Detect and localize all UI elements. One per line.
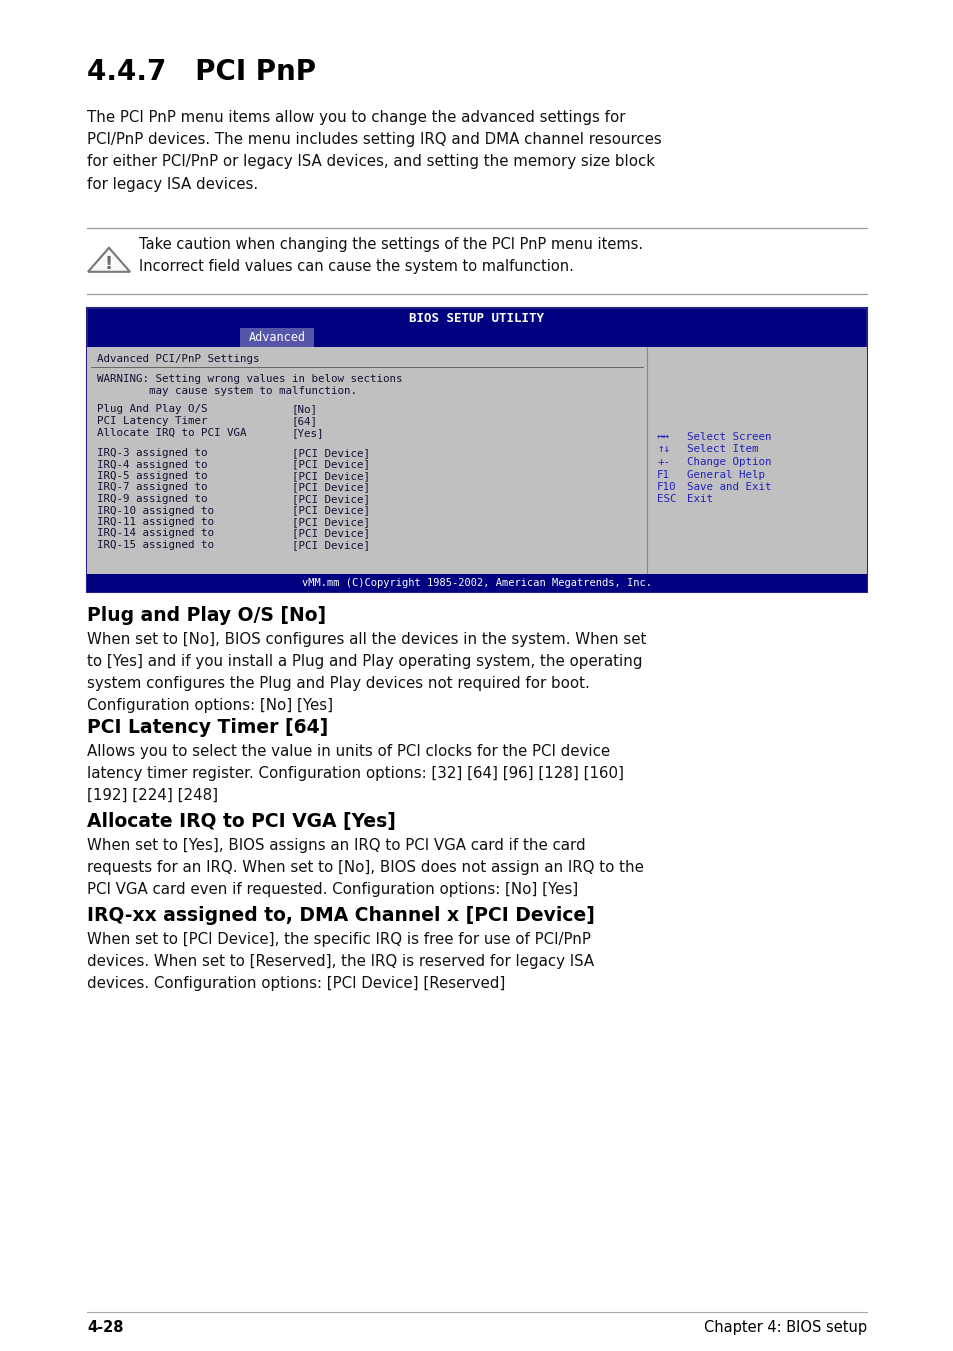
Polygon shape: [88, 247, 130, 272]
Text: Save and Exit: Save and Exit: [686, 482, 771, 492]
Bar: [87, 308, 866, 592]
Text: !: !: [105, 255, 113, 273]
Bar: [646, 347, 866, 574]
Text: General Help: General Help: [686, 470, 764, 480]
Text: [64]: [64]: [292, 416, 317, 426]
Text: Advanced PCI/PnP Settings: Advanced PCI/PnP Settings: [97, 354, 259, 363]
Text: [PCI Device]: [PCI Device]: [292, 505, 370, 516]
Text: [PCI Device]: [PCI Device]: [292, 459, 370, 470]
Text: When set to [Yes], BIOS assigns an IRQ to PCI VGA card if the card
requests for : When set to [Yes], BIOS assigns an IRQ t…: [87, 838, 643, 897]
Text: +-: +-: [657, 457, 669, 467]
Text: IRQ-14 assigned to: IRQ-14 assigned to: [97, 528, 213, 539]
Text: IRQ-xx assigned to, DMA Channel x [PCI Device]: IRQ-xx assigned to, DMA Channel x [PCI D…: [87, 907, 595, 925]
Text: IRQ-7 assigned to: IRQ-7 assigned to: [97, 482, 208, 493]
Text: [PCI Device]: [PCI Device]: [292, 528, 370, 539]
Text: [PCI Device]: [PCI Device]: [292, 517, 370, 527]
Text: IRQ-11 assigned to: IRQ-11 assigned to: [97, 517, 213, 527]
Text: F10: F10: [657, 482, 676, 492]
Text: Exit: Exit: [686, 494, 712, 504]
Text: PCI Latency Timer [64]: PCI Latency Timer [64]: [87, 717, 328, 738]
Bar: [87, 574, 866, 592]
Bar: [87, 347, 646, 574]
Text: ↔↔: ↔↔: [657, 432, 669, 442]
Text: [No]: [No]: [292, 404, 317, 413]
Text: IRQ-3 assigned to: IRQ-3 assigned to: [97, 449, 208, 458]
Text: IRQ-9 assigned to: IRQ-9 assigned to: [97, 494, 208, 504]
Text: [PCI Device]: [PCI Device]: [292, 482, 370, 493]
Text: When set to [PCI Device], the specific IRQ is free for use of PCI/PnP
devices. W: When set to [PCI Device], the specific I…: [87, 932, 594, 990]
Text: Change Option: Change Option: [686, 457, 771, 467]
Text: [PCI Device]: [PCI Device]: [292, 449, 370, 458]
Bar: [240, 328, 314, 347]
Text: Take caution when changing the settings of the PCI PnP menu items.
Incorrect fie: Take caution when changing the settings …: [139, 236, 642, 274]
Text: Chapter 4: BIOS setup: Chapter 4: BIOS setup: [703, 1320, 866, 1335]
Text: BIOS SETUP UTILITY: BIOS SETUP UTILITY: [409, 312, 544, 324]
Text: Select Screen: Select Screen: [686, 432, 771, 442]
Text: IRQ-5 assigned to: IRQ-5 assigned to: [97, 471, 208, 481]
Text: Allows you to select the value in units of PCI clocks for the PCI device
latency: Allows you to select the value in units …: [87, 744, 623, 802]
Text: Plug and Play O/S [No]: Plug and Play O/S [No]: [87, 607, 326, 626]
Text: ↑↓: ↑↓: [657, 444, 669, 454]
Text: Allocate IRQ to PCI VGA: Allocate IRQ to PCI VGA: [97, 428, 246, 438]
Text: F1: F1: [657, 470, 669, 480]
Text: Allocate IRQ to PCI VGA [Yes]: Allocate IRQ to PCI VGA [Yes]: [87, 812, 395, 831]
Text: [PCI Device]: [PCI Device]: [292, 540, 370, 550]
Text: PCI Latency Timer: PCI Latency Timer: [97, 416, 208, 426]
Text: Advanced: Advanced: [248, 331, 305, 345]
Text: IRQ-15 assigned to: IRQ-15 assigned to: [97, 540, 213, 550]
Text: [PCI Device]: [PCI Device]: [292, 494, 370, 504]
Text: IRQ-10 assigned to: IRQ-10 assigned to: [97, 505, 213, 516]
Text: WARNING: Setting wrong values in below sections: WARNING: Setting wrong values in below s…: [97, 374, 402, 384]
Text: IRQ-4 assigned to: IRQ-4 assigned to: [97, 459, 208, 470]
Text: may cause system to malfunction.: may cause system to malfunction.: [97, 386, 356, 396]
Text: 4-28: 4-28: [87, 1320, 123, 1335]
Text: vMM.mm (C)Copyright 1985-2002, American Megatrends, Inc.: vMM.mm (C)Copyright 1985-2002, American …: [302, 578, 651, 588]
Text: Plug And Play O/S: Plug And Play O/S: [97, 404, 208, 413]
Text: [PCI Device]: [PCI Device]: [292, 471, 370, 481]
Text: ESC: ESC: [657, 494, 676, 504]
Text: When set to [No], BIOS configures all the devices in the system. When set
to [Ye: When set to [No], BIOS configures all th…: [87, 632, 646, 713]
Text: The PCI PnP menu items allow you to change the advanced settings for
PCI/PnP dev: The PCI PnP menu items allow you to chan…: [87, 109, 661, 192]
Text: [Yes]: [Yes]: [292, 428, 324, 438]
Text: 4.4.7   PCI PnP: 4.4.7 PCI PnP: [87, 58, 315, 86]
Text: Select Item: Select Item: [686, 444, 758, 454]
